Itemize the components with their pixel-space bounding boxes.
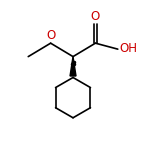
Text: OH: OH <box>119 42 137 55</box>
Polygon shape <box>70 57 76 76</box>
Text: O: O <box>91 10 100 23</box>
Text: O: O <box>46 29 55 42</box>
